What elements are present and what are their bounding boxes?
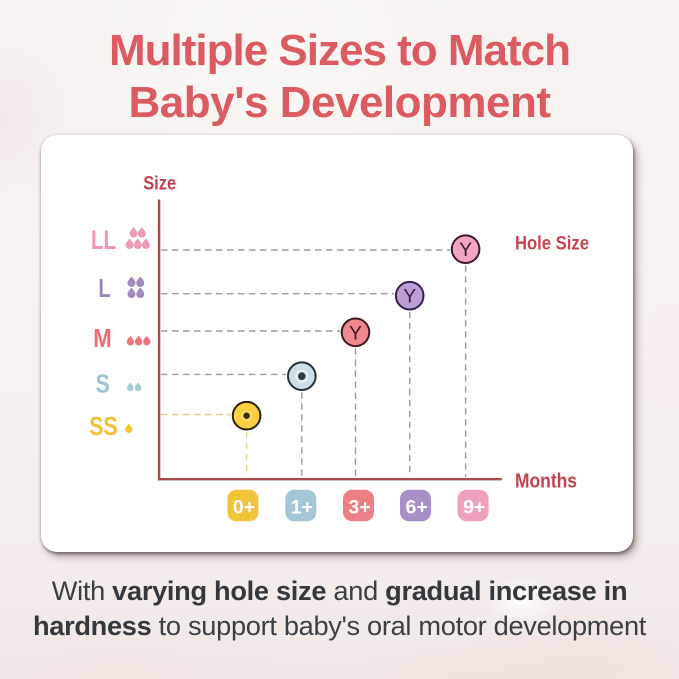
svg-text:S: S [96, 368, 110, 398]
svg-text:Y: Y [349, 322, 362, 344]
svg-text:M: M [93, 323, 111, 353]
svg-text:Size: Size [143, 174, 176, 195]
svg-text:Hole Size: Hole Size [515, 234, 589, 255]
svg-text:LL: LL [91, 225, 116, 255]
svg-text:SS: SS [89, 411, 118, 441]
svg-text:1+: 1+ [291, 496, 313, 518]
svg-text:3+: 3+ [348, 496, 370, 518]
svg-text:Y: Y [403, 286, 416, 308]
svg-text:Y: Y [459, 239, 472, 261]
svg-text:6+: 6+ [405, 496, 427, 518]
svg-text:L: L [98, 273, 110, 303]
svg-text:0+: 0+ [233, 496, 255, 518]
svg-text:Months: Months [515, 470, 577, 493]
svg-text:9+: 9+ [463, 496, 485, 518]
